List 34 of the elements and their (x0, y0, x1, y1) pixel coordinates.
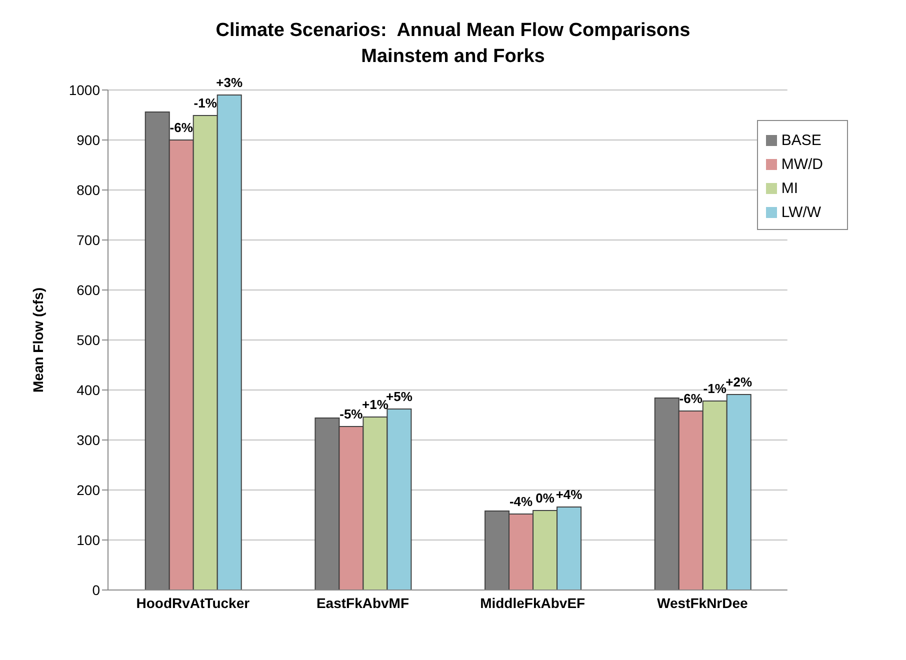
annotation: +4% (556, 487, 583, 502)
y-axis-title: Mean Flow (cfs) (30, 287, 46, 393)
y-tick-label: 400 (76, 382, 100, 398)
x-tick-label: MiddleFkAbvEF (480, 594, 586, 611)
annotation: -4% (509, 494, 534, 509)
y-tick-label: 800 (76, 182, 100, 198)
y-tick-label: 100 (76, 532, 100, 548)
y-tick-label: 700 (76, 232, 100, 248)
annotation: 0% (536, 490, 555, 506)
y-tick-label: 500 (76, 332, 100, 348)
y-tick-label: 0 (92, 582, 100, 598)
y-tick-label: 900 (76, 132, 100, 148)
x-tick-label: EastFkAbvMF (316, 594, 410, 611)
annotation: -1% (194, 96, 218, 110)
legend-label: BASE (781, 132, 822, 149)
annotation: -6% (170, 120, 194, 135)
annotation: +2% (726, 374, 752, 390)
annotation: +1% (362, 397, 389, 412)
x-tick-label: HoodRvAtTucker (136, 594, 250, 611)
annotation: +5% (386, 389, 413, 404)
y-tick-label: 200 (76, 482, 100, 498)
y-tick-label: 600 (76, 282, 100, 298)
annotation: +3% (216, 75, 243, 90)
annotation: -6% (679, 391, 703, 406)
annotation: -5% (340, 406, 364, 422)
annotation: -1% (703, 381, 727, 396)
legend-label: MW/D (781, 156, 823, 173)
x-tick-label: WestFkNrDee (657, 594, 748, 611)
legend-label: MI (781, 180, 798, 197)
chart-subtitle: Mainstem and Forks (360, 45, 546, 69)
y-tick-label: 1000 (68, 82, 100, 98)
legend-label: LW/W (781, 204, 822, 221)
y-tick-label: 300 (76, 432, 100, 448)
chart-title: Climate Scenarios: Annual Mean Flow Comparisons (214, 19, 692, 43)
